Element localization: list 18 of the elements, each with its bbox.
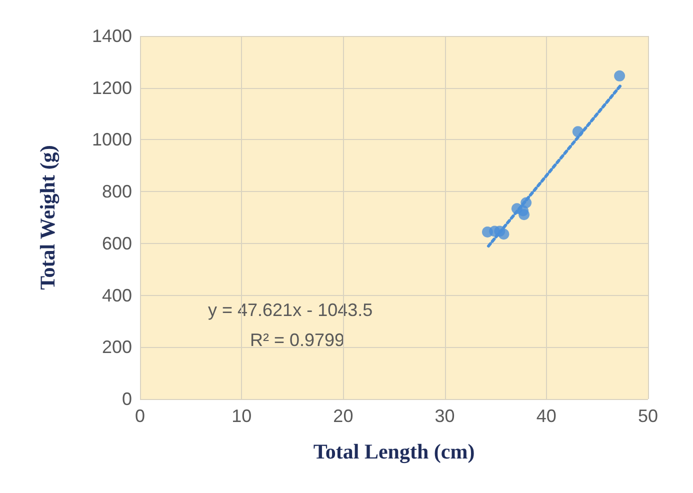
- y-axis-title: Total Weight (g): [36, 145, 60, 290]
- x-tick-label: 10: [232, 406, 252, 426]
- x-tick-label: 30: [434, 406, 455, 426]
- y-tick-label: 200: [102, 337, 132, 358]
- y-tick-label: 1400: [92, 26, 132, 46]
- y-tick-label: 400: [102, 285, 132, 306]
- y-tick-label: 1200: [92, 78, 132, 98]
- annotation: R² = 0.9799: [250, 330, 345, 350]
- x-axis-title: Total Length (cm): [313, 440, 475, 464]
- x-tick-label: 50: [638, 406, 658, 426]
- annotation: y = 47.621x - 1043.5: [208, 300, 373, 320]
- x-tick-label: 20: [333, 406, 354, 426]
- y-tick-label: 0: [122, 389, 132, 409]
- y-tick-label: 600: [102, 233, 132, 254]
- x-tick-label: 0: [134, 406, 146, 426]
- y-tick-label: 1000: [92, 130, 132, 150]
- y-tick-label: 800: [102, 182, 132, 202]
- x-tick-label: 40: [536, 406, 556, 426]
